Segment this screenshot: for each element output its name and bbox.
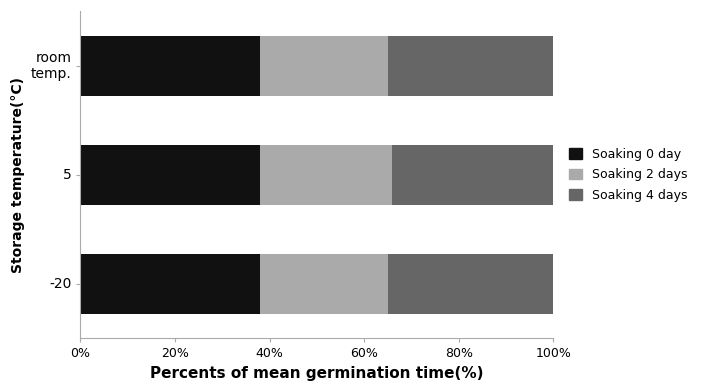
Bar	[80, 254, 260, 314]
Bar	[260, 36, 388, 96]
Bar	[388, 36, 553, 96]
Legend: Soaking 0 day, Soaking 2 days, Soaking 4 days: Soaking 0 day, Soaking 2 days, Soaking 4…	[564, 143, 692, 207]
Bar	[388, 254, 553, 314]
Bar	[80, 36, 260, 96]
Bar	[392, 145, 553, 205]
X-axis label: Percents of mean germination time(%): Percents of mean germination time(%)	[150, 366, 484, 381]
Bar	[260, 145, 392, 205]
Y-axis label: Storage temperature(°C): Storage temperature(°C)	[11, 77, 25, 273]
Bar	[260, 254, 388, 314]
Bar	[80, 145, 260, 205]
